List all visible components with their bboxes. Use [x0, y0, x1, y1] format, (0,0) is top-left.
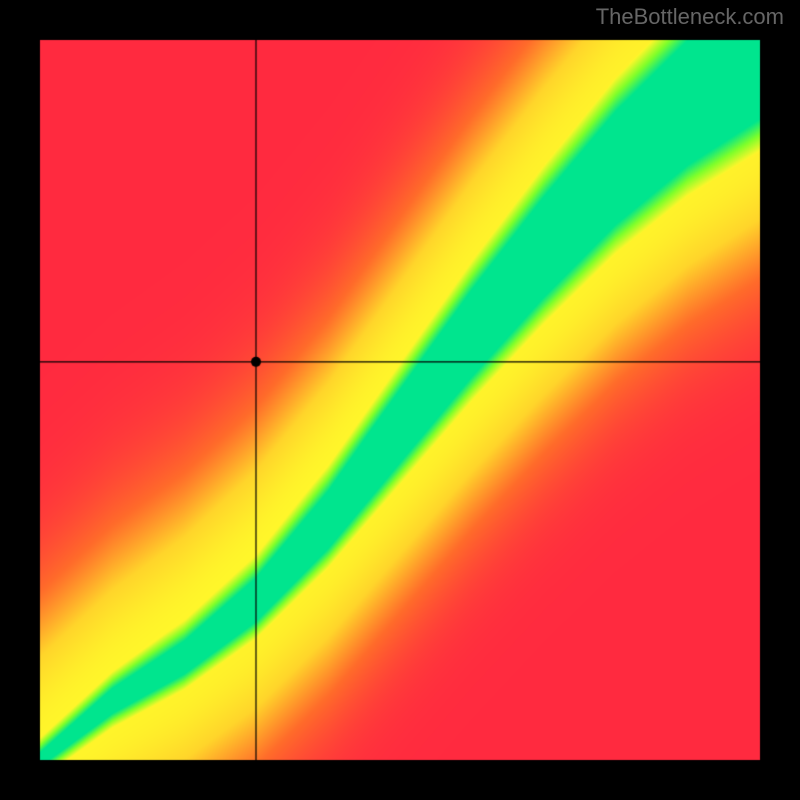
watermark-text: TheBottleneck.com — [596, 4, 784, 30]
bottleneck-heatmap — [0, 0, 800, 800]
chart-container: TheBottleneck.com — [0, 0, 800, 800]
